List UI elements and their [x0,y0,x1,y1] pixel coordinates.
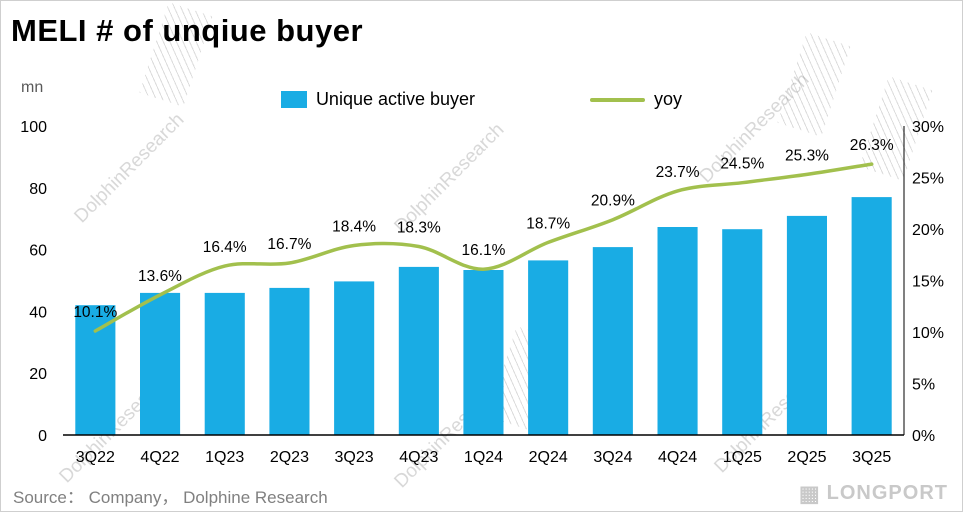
yoy-data-label: 25.3% [785,147,829,164]
yoy-data-label: 24.5% [720,156,764,173]
x-axis-label: 4Q24 [658,449,697,466]
left-axis-unit-label: mn [21,79,44,96]
left-axis-tick: 100 [20,119,47,136]
legend-bar-label: Unique active buyer [315,89,476,109]
x-axis-label: 2Q23 [270,449,309,466]
left-axis-tick: 20 [29,366,47,383]
yoy-data-label: 20.9% [591,193,635,210]
right-axis-tick: 30% [912,119,944,136]
x-axis-label: 3Q25 [852,449,891,466]
yoy-data-label: 13.6% [138,268,182,285]
bar [398,266,439,435]
x-axis-label: 4Q23 [399,449,438,466]
right-axis-tick: 15% [912,274,944,291]
yoy-data-label: 16.7% [267,236,311,253]
right-axis-tick: 20% [912,222,944,239]
legend-item-line: yoy [590,89,682,110]
legend: Unique active buyer yoy [1,89,962,110]
yoy-data-label: 23.7% [656,164,700,181]
bar [463,270,504,435]
longport-logo-icon: ▦ [798,480,821,506]
bar [140,292,181,435]
yoy-data-label: 18.7% [526,215,570,232]
x-axis-label: 2Q24 [529,449,568,466]
yoy-data-label: 16.1% [462,242,506,259]
bar [269,287,310,435]
source-note: Source： Company， Dolphine Research [13,488,328,507]
right-axis-tick: 25% [912,171,944,188]
x-axis-label: 3Q22 [76,449,115,466]
yoy-data-label: 10.1% [73,304,117,321]
bar [75,305,116,435]
left-axis-tick: 60 [29,243,47,260]
bar [657,227,698,435]
right-axis-tick: 5% [912,377,935,394]
x-axis-label: 3Q24 [593,449,632,466]
longport-logo: ▦ LONGPORT [799,482,948,505]
right-axis-tick: 10% [912,325,944,342]
bar-series-swatch [280,91,307,108]
bar [592,247,633,435]
x-axis-label: 1Q25 [723,449,762,466]
x-axis-label: 1Q24 [464,449,503,466]
bar [204,292,245,435]
yoy-data-label: 18.3% [397,220,441,237]
left-axis-tick: 0 [38,428,47,445]
bar [334,281,375,435]
legend-item-bars: Unique active buyer [280,89,476,110]
bar [528,260,569,435]
yoy-data-label: 16.4% [203,239,247,256]
x-axis-label: 2Q25 [787,449,826,466]
longport-logo-text: LONGPORT [826,482,948,504]
x-axis-label: 4Q22 [140,449,179,466]
legend-line-label: yoy [654,89,683,109]
x-axis-label: 3Q23 [335,449,374,466]
left-axis-tick: 40 [29,304,47,321]
line-series-swatch [590,97,646,102]
bar [786,215,827,435]
right-axis-tick: 0% [912,428,935,445]
bar [851,197,892,435]
chart-title: MELI # of unqiue buyer [11,13,364,48]
left-axis-tick: 80 [29,181,47,198]
x-axis-label: 1Q23 [205,449,244,466]
yoy-line [93,162,874,333]
bar [722,229,763,435]
yoy-data-label: 18.4% [332,219,376,236]
yoy-data-label: 26.3% [850,137,894,154]
